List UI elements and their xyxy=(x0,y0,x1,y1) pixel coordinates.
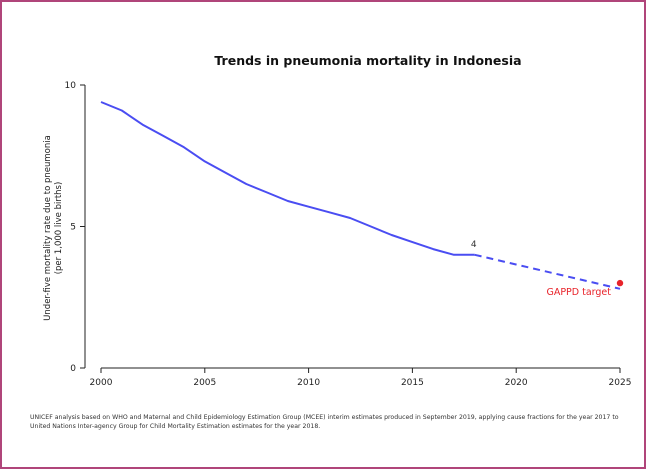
y-tick-label: 10 xyxy=(65,81,77,91)
y-axis-label-line-2: (per 1,000 live births) xyxy=(54,182,64,275)
target-marker xyxy=(616,279,624,287)
y-tick-label: 5 xyxy=(70,223,76,233)
y-tick-label: 0 xyxy=(70,364,76,374)
x-tick-label: 2025 xyxy=(609,378,632,388)
projection-line xyxy=(474,253,621,290)
value-annotation: 4 xyxy=(471,240,477,250)
annotation-layer: 4 GAPPD target xyxy=(471,240,624,298)
x-tick-label: 2010 xyxy=(297,378,320,388)
series-layer xyxy=(100,101,621,290)
y-axis-label: Under-five mortality rate due to pneumon… xyxy=(43,135,64,321)
trend-line xyxy=(100,101,475,256)
axes: 2000 2005 2010 2015 2020 2025 0 5 10 xyxy=(65,81,632,388)
x-tick-label: 2000 xyxy=(90,378,113,388)
x-tick-label: 2020 xyxy=(505,378,528,388)
target-label: GAPPD target xyxy=(546,287,611,298)
y-axis-label-line-1: Under-five mortality rate due to pneumon… xyxy=(43,135,53,321)
source-footnote: UNICEF analysis based on WHO and Materna… xyxy=(30,414,619,430)
chart-title: Trends in pneumonia mortality in Indones… xyxy=(214,53,521,68)
x-tick-label: 2015 xyxy=(401,378,424,388)
x-tick-label: 2005 xyxy=(193,378,216,388)
